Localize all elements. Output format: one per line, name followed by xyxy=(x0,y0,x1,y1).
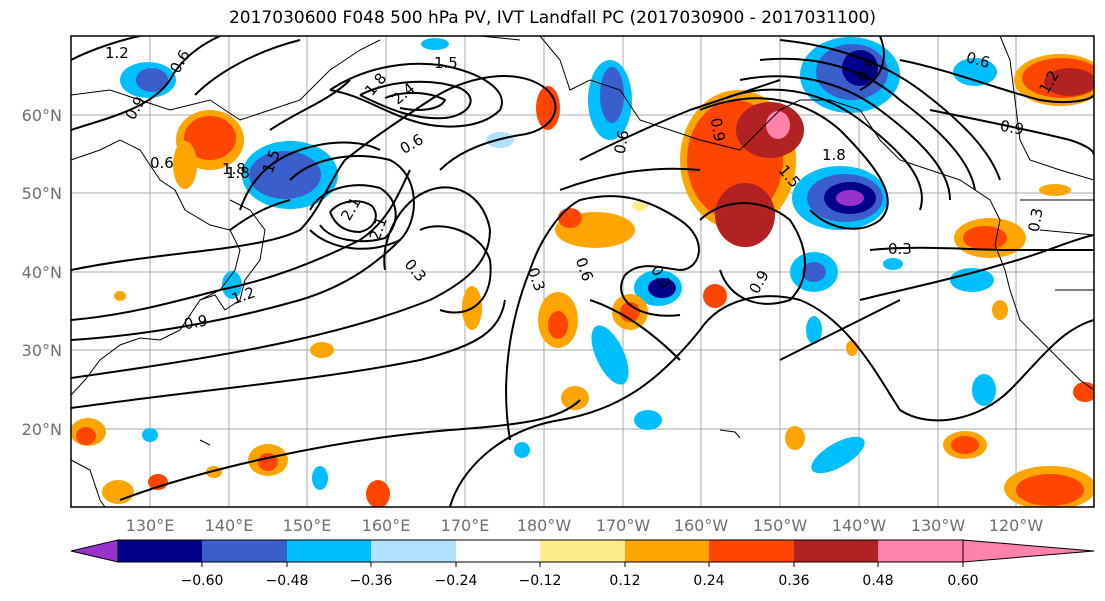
contour-label: 0.3 xyxy=(888,240,912,258)
colorbar-min-extend xyxy=(70,539,119,563)
longitude-labels: 130°E 140°E 150°E 160°E 170°E 180°W 170°… xyxy=(126,516,1044,535)
lat-label: 50°N xyxy=(22,184,62,203)
lon-label: 180°W xyxy=(517,516,572,535)
lon-label: 140°E xyxy=(205,516,254,535)
colorbar-ticks xyxy=(201,562,964,567)
colorbar-segment xyxy=(202,540,287,562)
colorbar-segment xyxy=(709,540,794,562)
lon-label: 170°W xyxy=(596,516,651,535)
colorbar-segment xyxy=(625,540,709,562)
lon-label: 160°E xyxy=(362,516,411,535)
colorbar-segment xyxy=(794,540,878,562)
lat-label: 40°N xyxy=(22,263,62,282)
lon-label: 130°W xyxy=(911,516,966,535)
negative-anomaly-fills xyxy=(120,37,997,490)
colorbar-tick-label: 0.12 xyxy=(609,573,640,589)
contour-label: 0.6 xyxy=(611,129,633,156)
colorbar-segment xyxy=(287,540,371,562)
contour-label: 1.8 xyxy=(822,146,846,164)
colorbar-tick-label: −0.48 xyxy=(266,573,309,589)
contour-label: 0.6 xyxy=(150,154,174,172)
colorbar-max-extend xyxy=(962,539,1095,563)
map-frame xyxy=(70,35,1095,508)
colorbar-tick-label: −0.60 xyxy=(181,573,224,589)
contour-label: 1.8 xyxy=(226,164,250,182)
lon-label: 160°W xyxy=(674,516,729,535)
colorbar-tick-label: −0.24 xyxy=(435,573,478,589)
pv-contours xyxy=(71,36,1094,507)
lon-label: 150°E xyxy=(283,516,332,535)
contour-label: 1.8 xyxy=(222,160,246,178)
colorbar-tick-label: 0.24 xyxy=(693,573,724,589)
graticule xyxy=(71,36,1094,507)
coastlines xyxy=(71,36,1094,507)
lat-label: 30°N xyxy=(22,341,62,360)
contour-label: 0.9 xyxy=(707,116,729,143)
lon-label: 170°E xyxy=(441,516,490,535)
map-title: 2017030600 F048 500 hPa PV, IVT Landfall… xyxy=(228,8,876,28)
lon-label: 140°W xyxy=(832,516,887,535)
contour-label: 1.5 xyxy=(434,54,458,72)
colorbar-segment xyxy=(540,540,625,562)
colorbar-tick-label: 0.48 xyxy=(862,573,893,589)
colorbar: −0.60 −0.48 −0.36 −0.24 −0.12 0.12 0.24 … xyxy=(70,539,1095,589)
lon-label: 130°E xyxy=(126,516,175,535)
colorbar-tick-label: 0.60 xyxy=(947,573,978,589)
lat-label: 20°N xyxy=(22,420,62,439)
contour-label: 1.2 xyxy=(105,44,129,62)
lon-label: 120°W xyxy=(989,516,1044,535)
colorbar-segment xyxy=(878,540,963,562)
colorbar-tick-label: −0.12 xyxy=(519,573,562,589)
colorbar-segment xyxy=(371,540,456,562)
colorbar-segment xyxy=(118,540,202,562)
lon-label: 150°W xyxy=(753,516,808,535)
contour-label: 0.9 xyxy=(182,311,209,333)
colorbar-tick-label: −0.36 xyxy=(350,573,393,589)
contour-label: 0.6 xyxy=(964,48,992,72)
contour-label: 0.9 xyxy=(999,117,1026,139)
contour-label: 0.3 xyxy=(1025,207,1047,234)
colorbar-tick-label: 0.36 xyxy=(778,573,809,589)
colorbar-segment xyxy=(456,540,540,562)
latitude-labels: 60°N 50°N 40°N 30°N 20°N xyxy=(22,106,62,439)
lat-label: 60°N xyxy=(22,106,62,125)
